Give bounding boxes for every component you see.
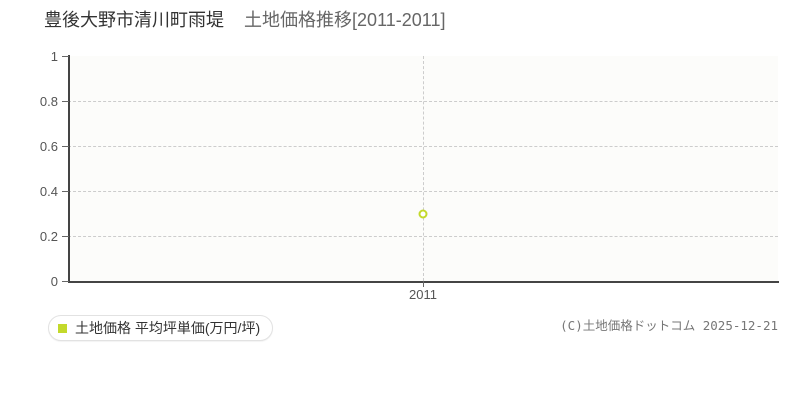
y-tick-0 — [62, 281, 69, 282]
gridline-vertical-2011 — [423, 56, 424, 281]
chart-title-main: 豊後大野市清川町雨堤 — [44, 10, 224, 30]
y-axis-label-0.4: 0.4 — [39, 184, 58, 199]
legend-swatch-icon — [58, 323, 67, 333]
y-axis-label-0.6: 0.6 — [39, 139, 58, 154]
data-point-2011[interactable] — [418, 209, 428, 218]
y-axis-label-1: 1 — [50, 49, 58, 64]
y-tick-1 — [62, 56, 69, 57]
copyright-credit: (C)土地価格ドットコム 2025-12-21 — [560, 318, 778, 333]
chart-title: 豊後大野市清川町雨堤 土地価格推移[2011-2011] — [44, 9, 445, 31]
y-axis-label-0.8: 0.8 — [39, 94, 58, 109]
y-tick-0.4 — [62, 191, 69, 192]
legend-item-label: 土地価格 平均坪単価(万円/坪) — [75, 320, 261, 336]
chart-title-sub: 土地価格推移[2011-2011] — [244, 10, 446, 30]
y-axis-label-0: 0 — [50, 274, 58, 289]
x-axis-label-2011: 2011 — [409, 287, 437, 302]
y-axis-line — [68, 55, 70, 282]
y-tick-0.8 — [62, 101, 69, 102]
chart-legend[interactable]: 土地価格 平均坪単価(万円/坪) — [48, 315, 274, 341]
x-tick-2011 — [423, 281, 424, 287]
y-tick-0.2 — [62, 236, 69, 237]
y-axis-label-0.2: 0.2 — [39, 229, 58, 244]
plot-area — [68, 56, 778, 281]
y-tick-0.6 — [62, 146, 69, 147]
